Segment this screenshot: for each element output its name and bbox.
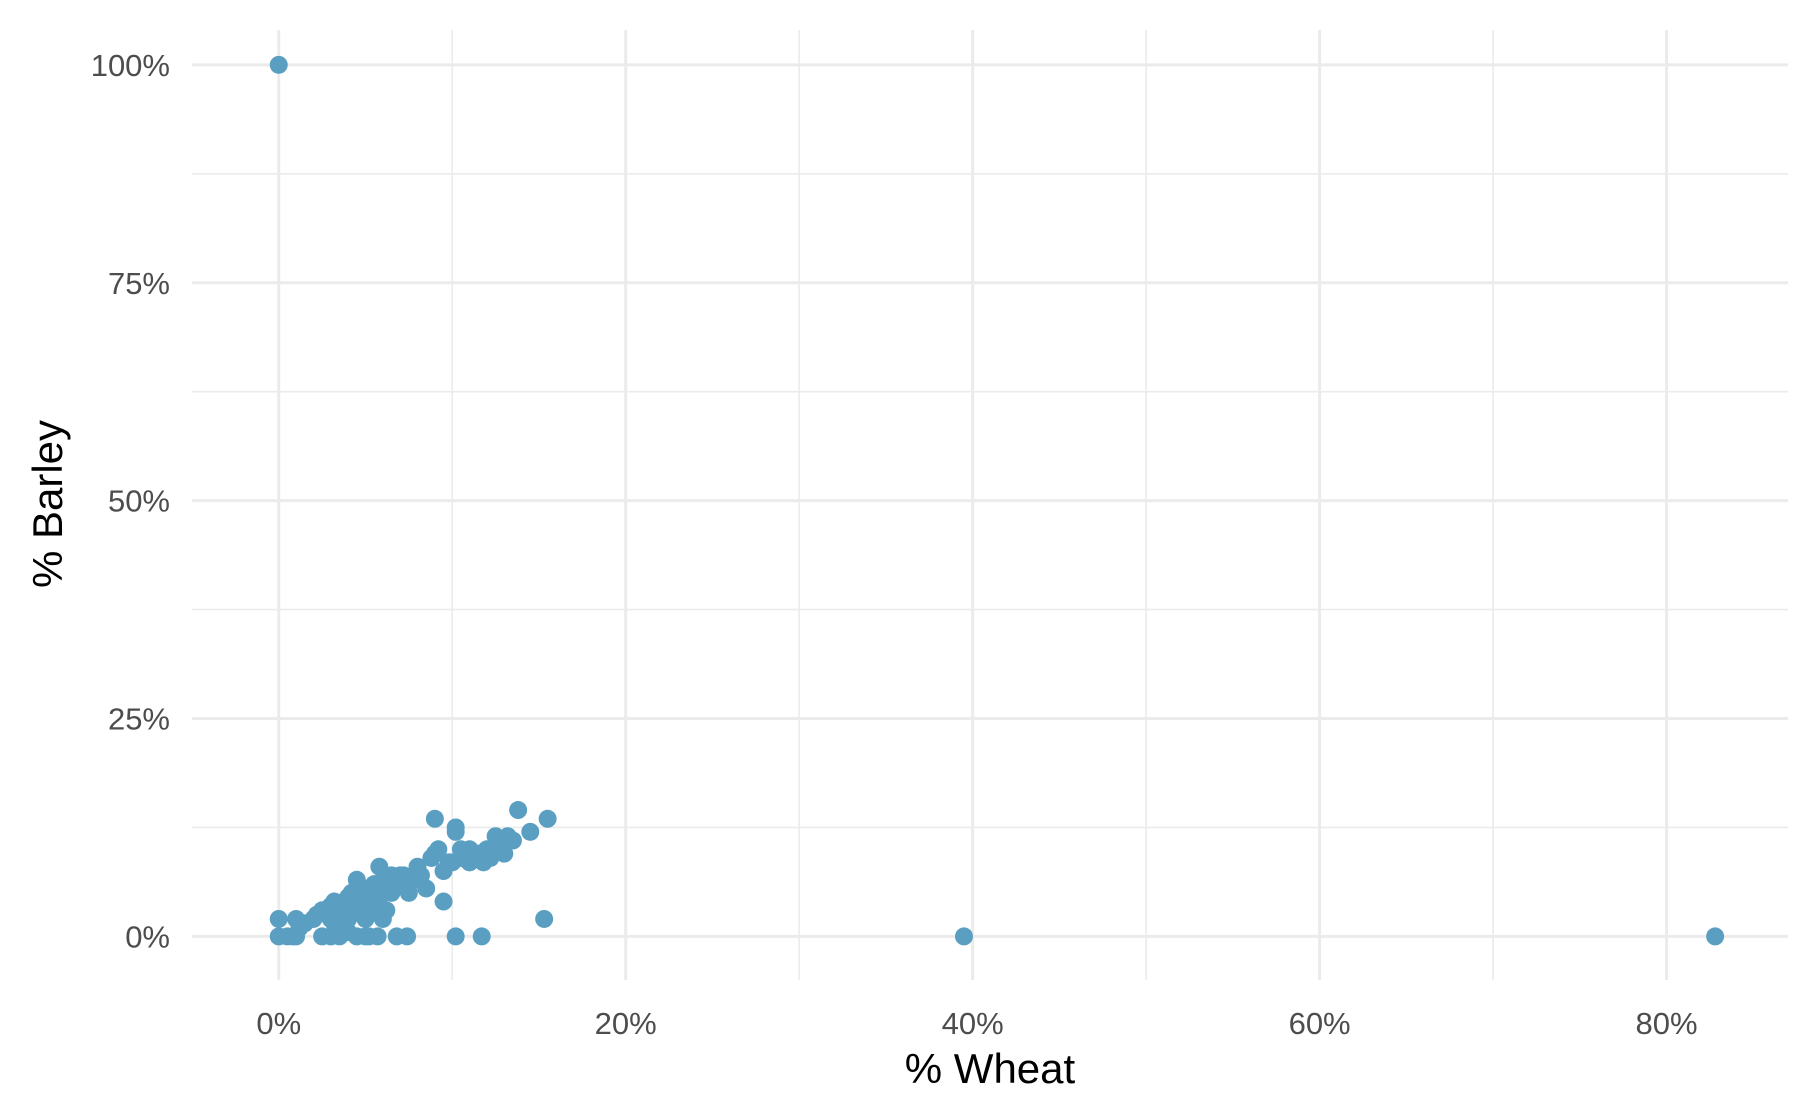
- data-point: [398, 927, 417, 946]
- x-tick-label: 0%: [256, 1006, 301, 1041]
- y-axis-title: % Barley: [24, 420, 71, 588]
- data-point: [377, 901, 396, 920]
- data-points: [269, 55, 1725, 946]
- data-point: [954, 927, 973, 946]
- x-axis-ticks: 0% 20% 40% 60% 80%: [256, 1006, 1697, 1041]
- y-axis-ticks: 0% 25% 50% 75% 100%: [91, 48, 170, 955]
- data-point: [269, 55, 288, 74]
- data-point: [446, 927, 465, 946]
- y-tick-label: 100%: [91, 48, 170, 83]
- grid: [192, 30, 1788, 980]
- data-point: [538, 809, 557, 828]
- y-tick-label: 50%: [108, 484, 170, 519]
- y-tick-label: 25%: [108, 702, 170, 737]
- y-tick-label: 75%: [108, 266, 170, 301]
- data-point: [495, 844, 514, 863]
- x-axis-title: % Wheat: [905, 1045, 1076, 1092]
- data-point: [269, 909, 288, 928]
- data-point: [503, 831, 522, 850]
- data-point: [368, 927, 387, 946]
- data-point: [1706, 927, 1725, 946]
- y-tick-label: 0%: [125, 919, 170, 954]
- x-tick-label: 80%: [1636, 1006, 1698, 1041]
- x-tick-label: 40%: [942, 1006, 1004, 1041]
- data-point: [429, 840, 448, 859]
- data-point: [325, 914, 344, 933]
- data-point: [434, 892, 453, 911]
- x-tick-label: 60%: [1289, 1006, 1351, 1041]
- data-point: [446, 818, 465, 837]
- data-point: [535, 909, 554, 928]
- data-point: [521, 822, 540, 841]
- data-point: [472, 927, 491, 946]
- data-point: [425, 809, 444, 828]
- data-point: [417, 879, 436, 898]
- data-point: [344, 901, 363, 920]
- data-point: [509, 801, 528, 820]
- x-tick-label: 20%: [595, 1006, 657, 1041]
